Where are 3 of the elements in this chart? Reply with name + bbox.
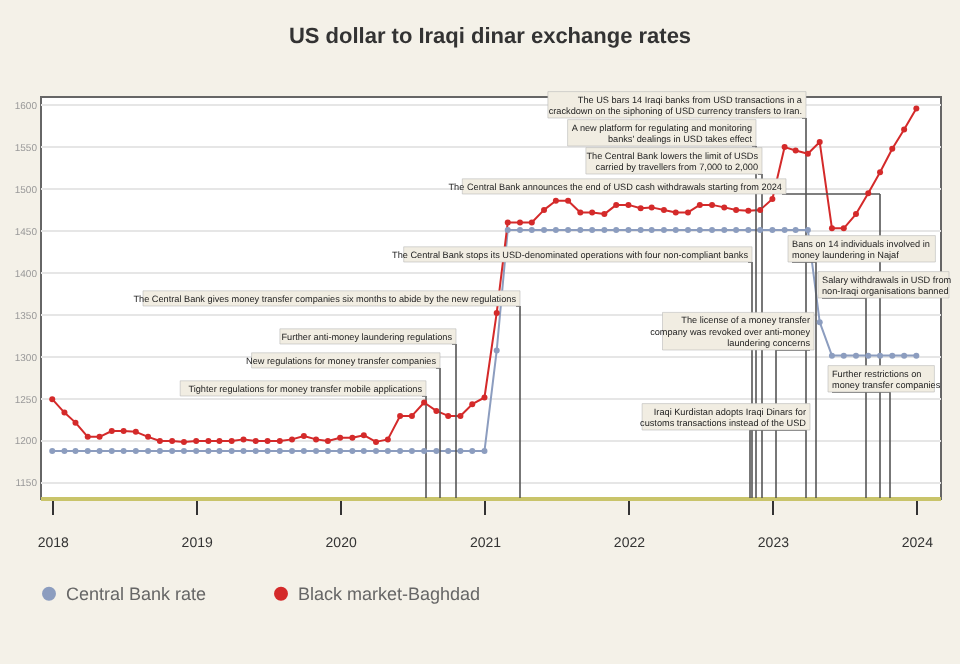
legend-label: Central Bank rate — [66, 583, 207, 604]
legend-label: Black market-Baghdad — [298, 583, 481, 604]
chart-title: US dollar to Iraqi dinar exchange rates — [288, 25, 692, 50]
